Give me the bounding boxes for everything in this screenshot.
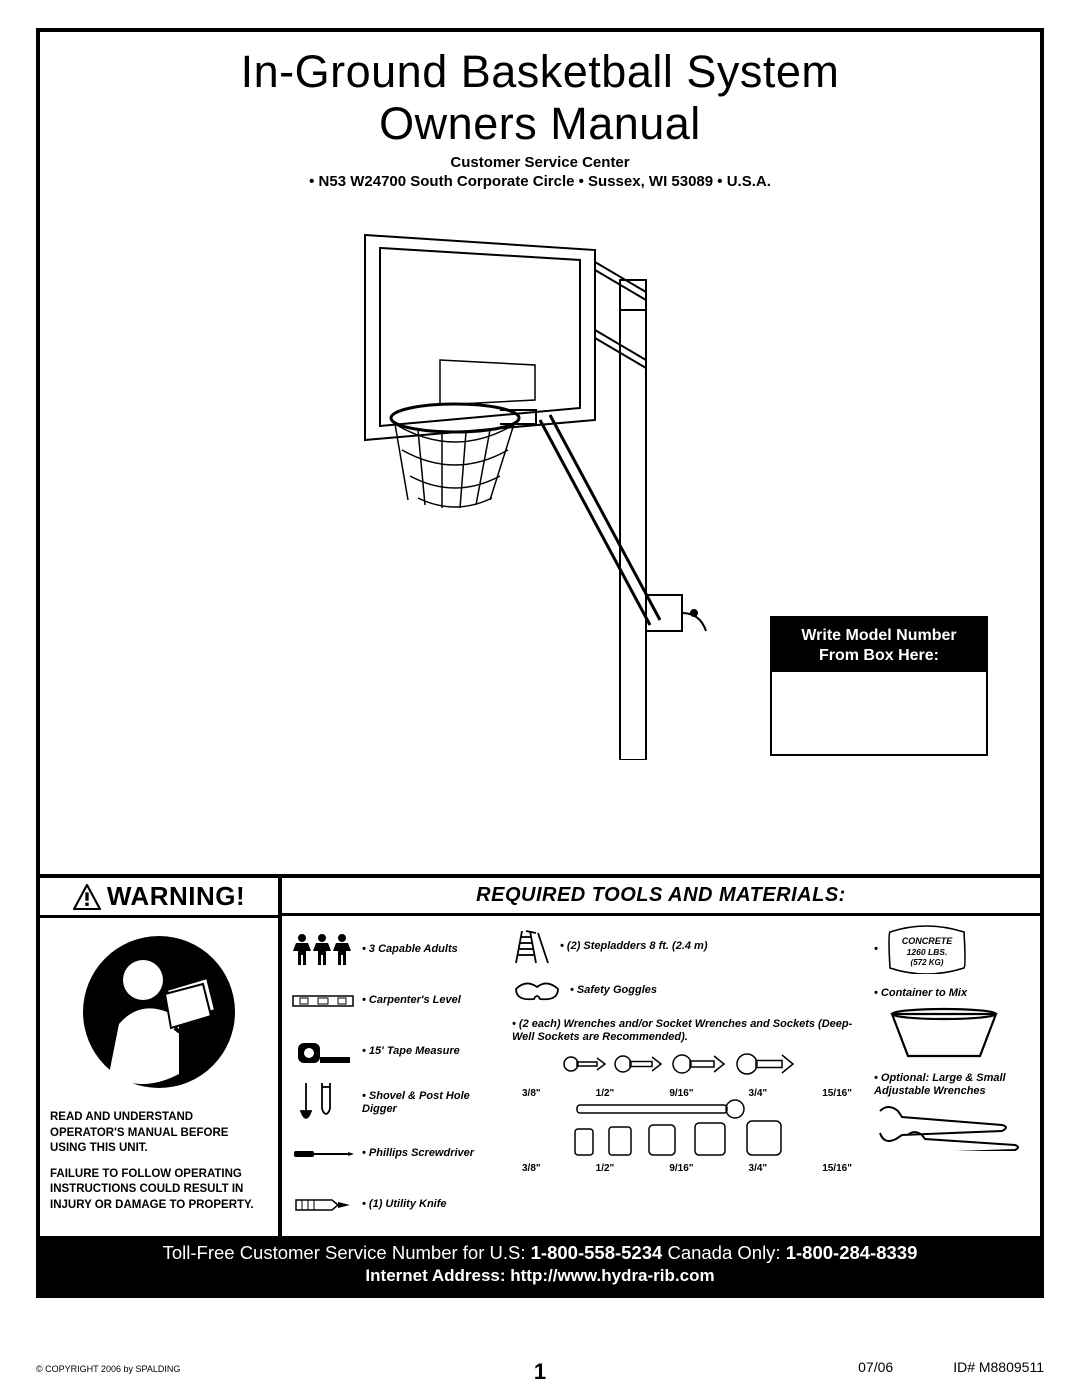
contact-bar: Toll-Free Customer Service Number for U.… (40, 1236, 1040, 1294)
tool-label: • Phillips Screwdriver (362, 1147, 474, 1160)
warning-triangle-icon (73, 884, 101, 910)
adjustable-wrenches-icon (874, 1101, 1024, 1151)
title-line-2: Owners Manual (379, 98, 701, 149)
warning-body: READ AND UNDERSTAND OPERATOR'S MANUAL BE… (40, 918, 278, 1236)
tool-item-level: • Carpenter's Level (292, 975, 500, 1026)
page-footer: © COPYRIGHT 2006 by SPALDING 1 07/06 ID#… (36, 1359, 1044, 1375)
tools-column-1: • 3 Capable Adults • Carpenter's Level (286, 922, 506, 1232)
goggles-icon (512, 977, 562, 1003)
footer-id: ID# M8809511 (953, 1359, 1044, 1375)
tool-item-concrete: • CONCRETE 1260 LBS. (572 KG) (874, 924, 1030, 974)
tape-measure-icon (292, 1037, 354, 1067)
tool-label: • 3 Capable Adults (362, 943, 458, 956)
tool-label: • (1) Utility Knife (362, 1198, 447, 1211)
tool-item-phillips: • Phillips Screwdriver (292, 1128, 500, 1179)
title-line-1: In-Ground Basketball System (241, 46, 840, 97)
footer-right: 07/06 ID# M8809511 (858, 1359, 1044, 1375)
model-number-label: Write Model Number From Box Here: (772, 618, 986, 672)
model-number-box: Write Model Number From Box Here: (770, 616, 988, 756)
upper-section: In-Ground Basketball System Owners Manua… (40, 32, 1040, 874)
tool-item-container-label: • Container to Mix (874, 980, 1030, 1006)
warning-panel: WARNING! READ (40, 878, 282, 1236)
warning-paragraphs: READ AND UNDERSTAND OPERATOR'S MANUAL BE… (50, 1110, 268, 1223)
ladder-icon (512, 927, 552, 965)
warning-paragraph-2: FAILURE TO FOLLOW OPERATING INSTRUCTIONS… (50, 1167, 268, 1214)
page-number: 1 (534, 1359, 546, 1385)
customer-service-center-label: Customer Service Center (60, 154, 1020, 171)
tool-label: • Shovel & Post Hole Digger (362, 1090, 500, 1115)
level-icon (292, 993, 354, 1009)
people-icon (292, 933, 354, 967)
tool-item-shovel: • Shovel & Post Hole Digger (292, 1077, 500, 1128)
warning-paragraph-1: READ AND UNDERSTAND OPERATOR'S MANUAL BE… (50, 1110, 268, 1157)
svg-text:CONCRETE: CONCRETE (902, 936, 953, 946)
product-diagram-area: Write Model Number From Box Here: (60, 200, 1020, 770)
screwdriver-icon (292, 1148, 354, 1160)
tool-label: • Container to Mix (874, 987, 967, 1000)
address-line: • N53 W24700 South Corporate Circle • Su… (60, 173, 1020, 190)
tool-item-tape: • 15' Tape Measure (292, 1026, 500, 1077)
concrete-bag-icon: CONCRETE 1260 LBS. (572 KG) (884, 924, 970, 974)
tool-label: • (2) Stepladders 8 ft. (2.4 m) (560, 940, 708, 953)
wrench-sizes-top: 3/8" 1/2" 9/16" 3/4" 15/16" (512, 1088, 862, 1099)
tool-label: • 15' Tape Measure (362, 1045, 460, 1058)
sockets-icon (512, 1099, 862, 1161)
shovel-icon (292, 1081, 354, 1125)
tool-item-adults: • 3 Capable Adults (292, 924, 500, 975)
tools-column-2: • (2) Stepladders 8 ft. (2.4 m) • Safety… (506, 922, 868, 1232)
tool-item-ladder: • (2) Stepladders 8 ft. (2.4 m) (512, 924, 862, 968)
tools-panel: REQUIRED TOOLS AND MATERIALS: (282, 878, 1040, 1236)
tool-item-knife: • (1) Utility Knife (292, 1179, 500, 1230)
page-frame: In-Ground Basketball System Owners Manua… (36, 28, 1044, 1298)
copyright-text: © COPYRIGHT 2006 by SPALDING (36, 1364, 180, 1374)
contact-line-1: Toll-Free Customer Service Number for U.… (44, 1242, 1036, 1264)
lower-section: WARNING! READ (40, 874, 1040, 1236)
tool-label: • Safety Goggles (570, 984, 657, 997)
tools-header: REQUIRED TOOLS AND MATERIALS: (282, 878, 1040, 916)
tool-item-optional: • Optional: Large & Small Adjustable Wre… (874, 1072, 1030, 1097)
wrench-note: • (2 each) Wrenches and/or Socket Wrench… (512, 1018, 862, 1044)
read-manual-icon (79, 932, 239, 1092)
tool-label: • Carpenter's Level (362, 994, 461, 1007)
container-icon (884, 1006, 1004, 1062)
model-number-input-area[interactable] (772, 672, 986, 754)
svg-text:1260 LBS.: 1260 LBS. (907, 947, 948, 957)
basketball-system-diagram (290, 200, 790, 760)
document-title: In-Ground Basketball System Owners Manua… (60, 46, 1020, 150)
tools-column-3: • CONCRETE 1260 LBS. (572 KG) • Containe… (868, 922, 1036, 1232)
utility-knife-icon (292, 1196, 354, 1214)
tools-body: • 3 Capable Adults • Carpenter's Level (282, 916, 1040, 1236)
svg-text:(572 KG): (572 KG) (910, 958, 943, 967)
tool-item-goggles: • Safety Goggles (512, 968, 862, 1012)
tool-label: • Optional: Large & Small Adjustable Wre… (874, 1072, 1030, 1097)
wrench-sizes-bottom: 3/8" 1/2" 9/16" 3/4" 15/16" (512, 1163, 862, 1174)
contact-line-2: Internet Address: http://www.hydra-rib.c… (44, 1266, 1036, 1286)
wrenches-icon (512, 1048, 862, 1086)
footer-date: 07/06 (858, 1359, 893, 1375)
warning-banner: WARNING! (40, 878, 278, 918)
warning-text: WARNING! (107, 881, 245, 912)
